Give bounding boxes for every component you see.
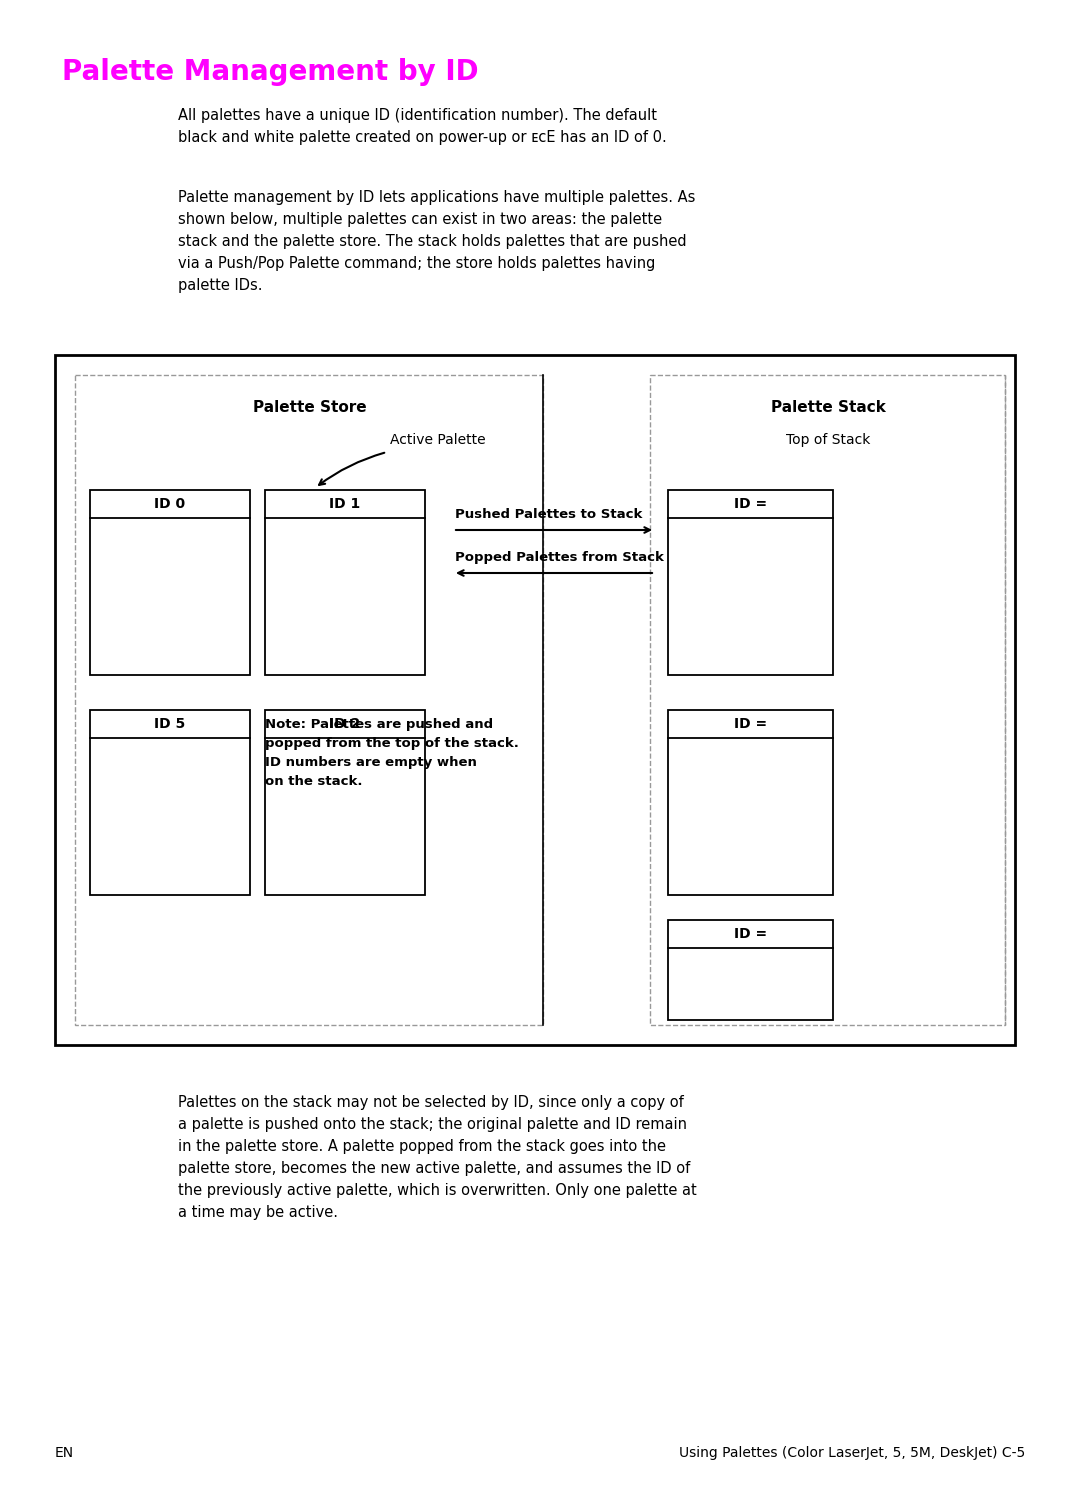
Text: ID numbers are empty when: ID numbers are empty when bbox=[265, 756, 477, 768]
Text: Palette management by ID lets applications have multiple palettes. As: Palette management by ID lets applicatio… bbox=[178, 190, 696, 205]
Text: palette IDs.: palette IDs. bbox=[178, 278, 262, 293]
Bar bbox=[650, 375, 1005, 1026]
Text: Popped Palettes from Stack: Popped Palettes from Stack bbox=[455, 552, 664, 565]
Bar bbox=[265, 490, 426, 676]
Text: a palette is pushed onto the stack; the original palette and ID remain: a palette is pushed onto the stack; the … bbox=[178, 1117, 687, 1132]
Text: popped from the top of the stack.: popped from the top of the stack. bbox=[265, 737, 518, 750]
Text: ID =: ID = bbox=[734, 718, 767, 731]
Bar bbox=[90, 710, 249, 896]
Text: All palettes have a unique ID (identification number). The default: All palettes have a unique ID (identific… bbox=[178, 108, 657, 123]
Text: palette store, becomes the new active palette, and assumes the ID of: palette store, becomes the new active pa… bbox=[178, 1162, 690, 1177]
Text: ID 0: ID 0 bbox=[154, 496, 186, 511]
Bar bbox=[75, 375, 543, 1026]
Text: a time may be active.: a time may be active. bbox=[178, 1205, 338, 1220]
Text: Active Palette: Active Palette bbox=[390, 434, 486, 447]
Text: ID 2: ID 2 bbox=[329, 718, 361, 731]
Bar bbox=[669, 919, 833, 1020]
Text: in the palette store. A palette popped from the stack goes into the: in the palette store. A palette popped f… bbox=[178, 1139, 666, 1154]
Text: Palettes on the stack may not be selected by ID, since only a copy of: Palettes on the stack may not be selecte… bbox=[178, 1094, 684, 1109]
Text: Palette Stack: Palette Stack bbox=[770, 401, 886, 416]
Text: Pushed Palettes to Stack: Pushed Palettes to Stack bbox=[455, 508, 643, 522]
Text: via a Push/Pop Palette command; the store holds palettes having: via a Push/Pop Palette command; the stor… bbox=[178, 256, 656, 271]
Text: Palette Store: Palette Store bbox=[253, 401, 367, 416]
Text: ID =: ID = bbox=[734, 927, 767, 940]
Bar bbox=[90, 490, 249, 676]
Text: on the stack.: on the stack. bbox=[265, 774, 363, 788]
Text: ID 1: ID 1 bbox=[329, 496, 361, 511]
Text: black and white palette created on power-up or ᴇcE has an ID of 0.: black and white palette created on power… bbox=[178, 130, 666, 145]
Text: ID 5: ID 5 bbox=[154, 718, 186, 731]
Bar bbox=[669, 490, 833, 676]
Bar bbox=[265, 710, 426, 896]
Text: ID =: ID = bbox=[734, 496, 767, 511]
Bar bbox=[669, 710, 833, 896]
Text: stack and the palette store. The stack holds palettes that are pushed: stack and the palette store. The stack h… bbox=[178, 235, 687, 250]
Text: Palette Management by ID: Palette Management by ID bbox=[62, 58, 478, 87]
Text: the previously active palette, which is overwritten. Only one palette at: the previously active palette, which is … bbox=[178, 1183, 697, 1197]
Text: shown below, multiple palettes can exist in two areas: the palette: shown below, multiple palettes can exist… bbox=[178, 212, 662, 227]
Bar bbox=[55, 354, 1015, 1045]
Text: EN: EN bbox=[55, 1446, 75, 1461]
Text: Using Palettes (Color LaserJet, 5, 5M, DeskJet) C-5: Using Palettes (Color LaserJet, 5, 5M, D… bbox=[678, 1446, 1025, 1461]
Text: Note: Palettes are pushed and: Note: Palettes are pushed and bbox=[265, 718, 494, 731]
Text: Top of Stack: Top of Stack bbox=[786, 434, 870, 447]
